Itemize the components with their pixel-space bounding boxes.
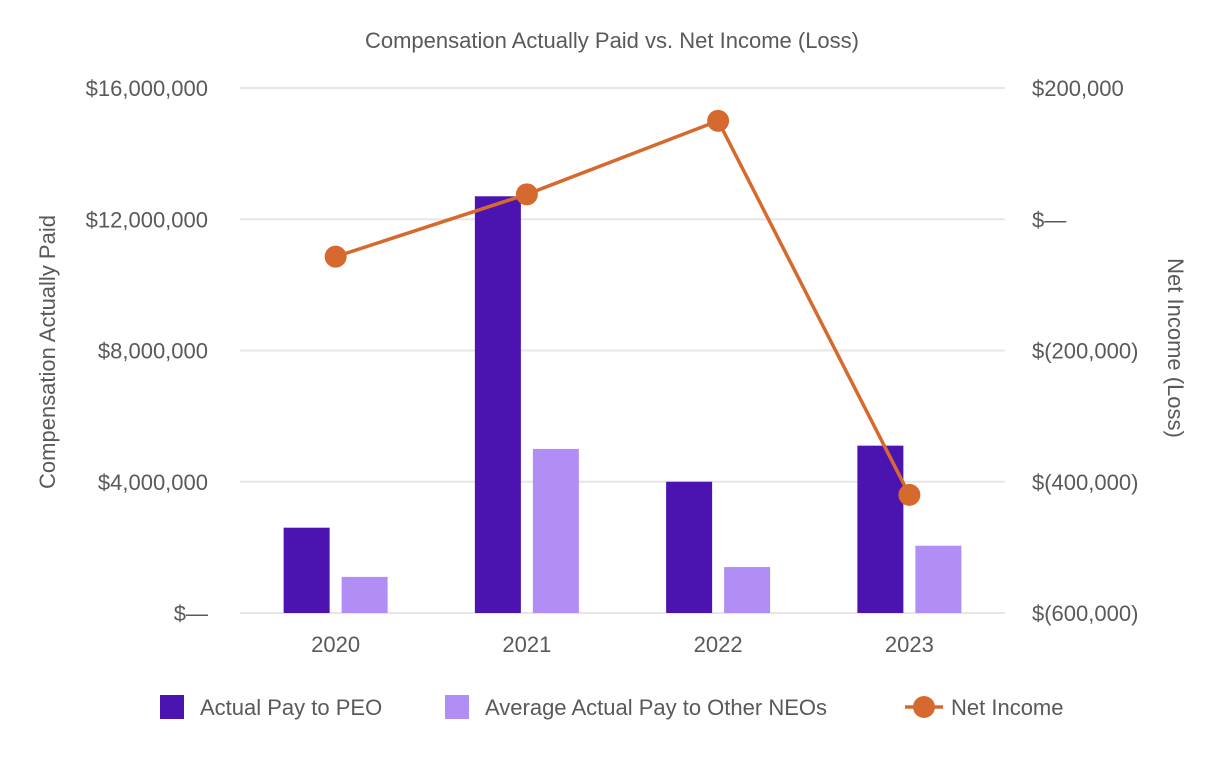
net-income-line (324, 109, 921, 506)
left-tick-label: $— (174, 601, 208, 626)
bar-actual-pay-to-peo-2022 (666, 481, 713, 613)
bars (283, 196, 962, 613)
right-axis-label: Net Income (Loss) (1163, 258, 1188, 438)
bar-average-actual-pay-to-other-neos-2021 (532, 448, 579, 613)
bar-actual-pay-to-peo-2023 (857, 445, 904, 613)
left-axis-label: Compensation Actually Paid (35, 215, 60, 489)
left-tick-label: $8,000,000 (98, 339, 208, 364)
bar-average-actual-pay-to-other-neos-2020 (341, 576, 388, 613)
legend: Actual Pay to PEO Average Actual Pay to O… (160, 695, 1064, 720)
legend-marker-swatch (913, 696, 935, 718)
legend-label-1: Average Actual Pay to Other NEOs (485, 695, 827, 720)
bar-average-actual-pay-to-other-neos-2022 (724, 567, 771, 613)
legend-swatch-1 (445, 695, 469, 719)
left-axis-ticks: $— $4,000,000 $8,000,000 $12,000,000 $16,000… (86, 76, 208, 626)
left-tick-label: $4,000,000 (98, 470, 208, 495)
legend-label-2: Net Income (951, 695, 1064, 720)
right-tick-label: $(600,000) (1032, 601, 1138, 626)
x-tick-label: 2020 (311, 632, 360, 657)
right-tick-label: $— (1032, 207, 1066, 232)
chart-title: Compensation Actually Paid vs. Net Incom… (365, 28, 859, 53)
x-tick-label: 2023 (885, 632, 934, 657)
right-tick-label: $(400,000) (1032, 470, 1138, 495)
bar-actual-pay-to-peo-2021 (474, 196, 521, 613)
net-income-point-2023 (898, 483, 921, 506)
bar-average-actual-pay-to-other-neos-2023 (915, 545, 962, 613)
right-tick-label: $(200,000) (1032, 339, 1138, 364)
x-tick-label: 2022 (694, 632, 743, 657)
net-income-point-2022 (707, 109, 730, 132)
bar-actual-pay-to-peo-2020 (283, 527, 330, 613)
right-tick-label: $200,000 (1032, 76, 1124, 101)
net-income-line-path (335, 118, 911, 496)
right-axis-ticks: $(600,000) $(400,000) $(200,000) $— $200,000 (1032, 76, 1138, 626)
left-tick-label: $16,000,000 (86, 76, 208, 101)
legend-swatch-0 (160, 695, 184, 719)
net-income-point-2020 (324, 245, 347, 268)
legend-label-0: Actual Pay to PEO (200, 695, 382, 720)
net-income-point-2021 (515, 183, 538, 206)
left-tick-label: $12,000,000 (86, 207, 208, 232)
x-tick-label: 2021 (502, 632, 551, 657)
x-axis-ticks: 2020 2021 2022 2023 (311, 632, 934, 657)
